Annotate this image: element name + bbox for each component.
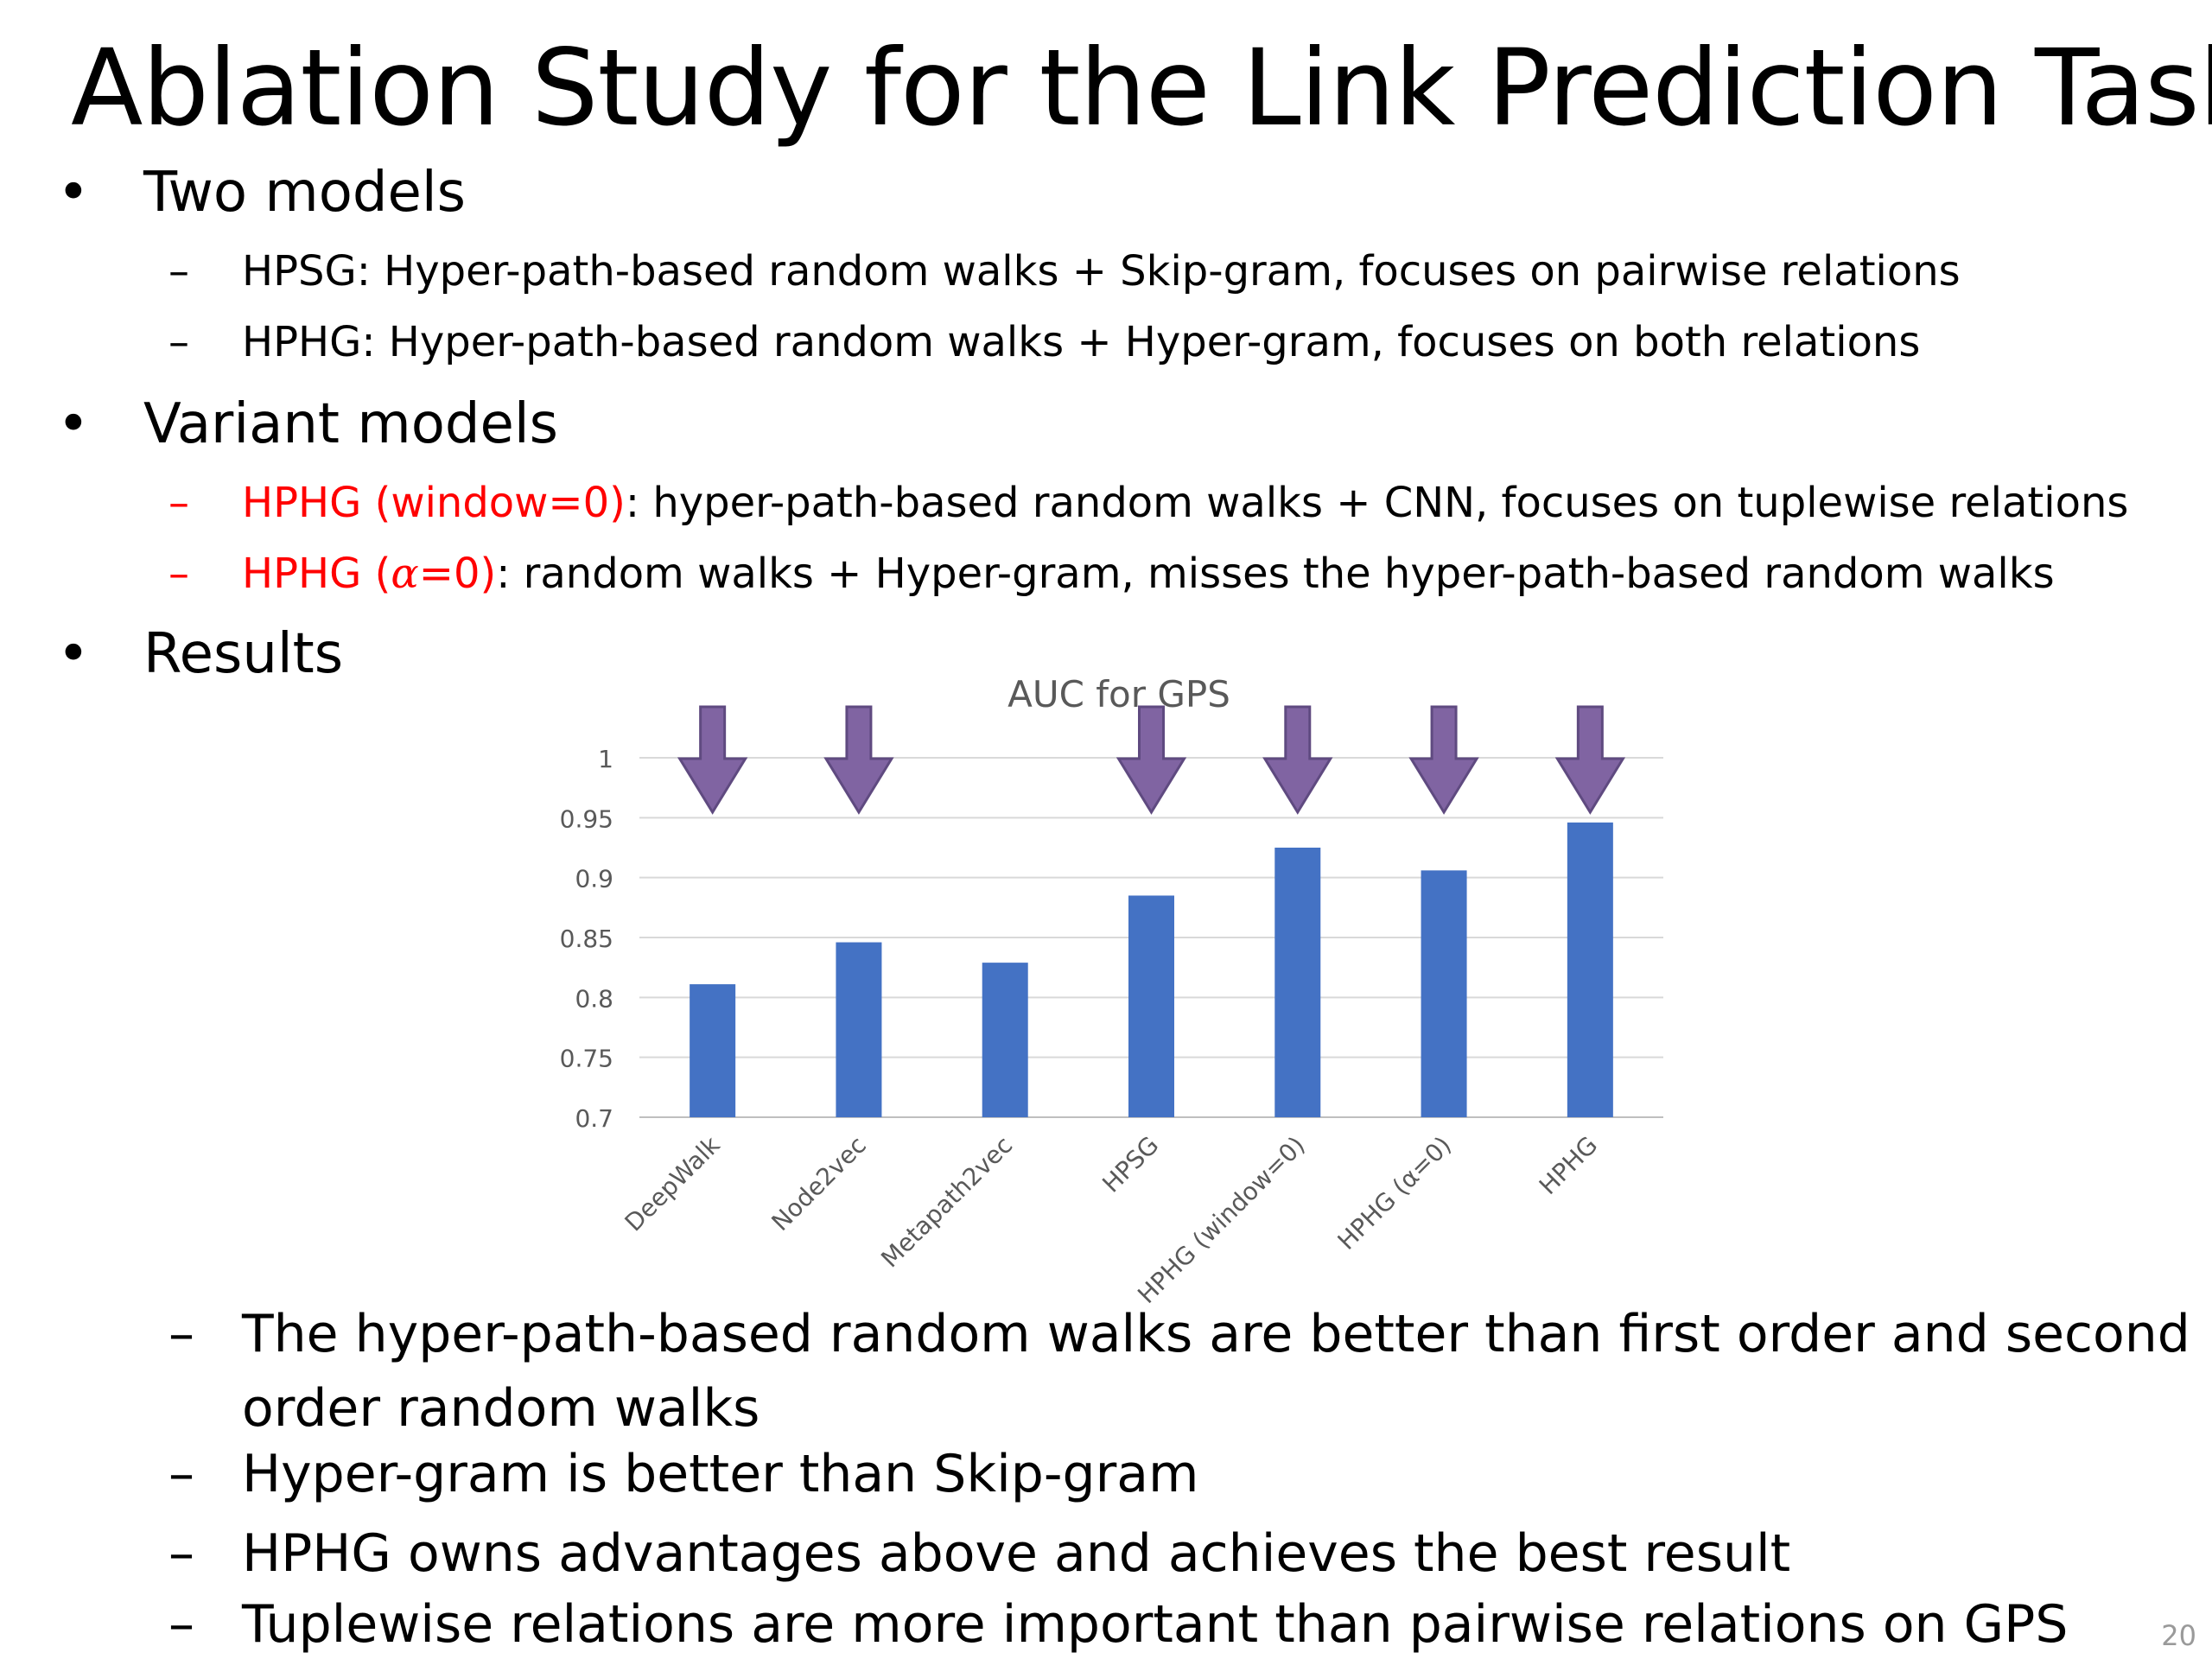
sub-bullet-alpha0: HPHG (α=0): random walks + Hyper-gram, m… (242, 548, 2055, 600)
variant-name-window0: HPHG (window=0) (242, 479, 626, 527)
y-tick-label: 1 (598, 745, 613, 773)
bullet-two-models: Two models (143, 161, 466, 225)
bar (836, 942, 882, 1117)
slide-number: 20 (2161, 1619, 2196, 1652)
chart-arrows (677, 705, 1626, 815)
dash-symbol: – (168, 1523, 194, 1584)
result-hyperpath: The hyper-path-based random walks are be… (242, 1304, 2190, 1364)
result-tuplewise: Tuplewise relations are more important t… (242, 1594, 2069, 1655)
down-arrow-icon (1554, 705, 1626, 815)
variant-desc-window0: : hyper-path-based random walks + CNN, f… (625, 479, 2129, 527)
down-arrow-icon (677, 705, 748, 815)
x-tick-label: HPHG (window=0) (1132, 1131, 1310, 1309)
y-tick-label: 0.7 (575, 1104, 613, 1133)
bullet-variant-models: Variant models (143, 392, 558, 456)
y-tick-label: 0.8 (575, 984, 613, 1013)
dash-symbol: – (168, 247, 189, 296)
alpha-symbol: α (391, 550, 419, 598)
x-tick-label: Node2vec (766, 1131, 871, 1236)
dash-symbol: – (168, 318, 189, 366)
chart-bars (690, 822, 1613, 1117)
bullet-symbol: • (57, 392, 90, 456)
y-tick-label: 0.95 (560, 804, 613, 833)
dash-symbol: – (168, 1444, 194, 1504)
dash-symbol: – (168, 1594, 194, 1655)
x-tick-label: DeepWalk (620, 1130, 726, 1236)
bar (1128, 895, 1174, 1117)
y-tick-label: 0.85 (560, 925, 613, 953)
x-tick-label: HPHG (1534, 1131, 1603, 1200)
dash-symbol: – (168, 479, 189, 527)
sub-bullet-window0: HPHG (window=0): hyper-path-based random… (242, 477, 2128, 529)
bullet-results: Results (143, 622, 344, 686)
sub-bullet-hphg: HPHG: Hyper-path-based random walks + Hy… (242, 318, 1921, 366)
result-hphg-best: HPHG owns advantages above and achieves … (242, 1523, 1791, 1584)
bar (1567, 822, 1613, 1117)
chart-title: AUC for GPS (1007, 673, 1230, 715)
sub-bullet-hpsg: HPSG: Hyper-path-based random walks + Sk… (242, 247, 1961, 296)
down-arrow-icon (1262, 705, 1333, 815)
bar (690, 984, 736, 1117)
result-hyperpath-cont: order random walks (242, 1378, 760, 1439)
down-arrow-icon (1116, 705, 1187, 815)
variant-name-part: =0) (418, 550, 497, 598)
variant-name-part: HPHG ( (242, 550, 391, 598)
bar (982, 963, 1028, 1117)
x-tick-label: HPSG (1096, 1131, 1164, 1198)
down-arrow-icon (1408, 705, 1479, 815)
bullet-symbol: • (57, 161, 90, 225)
y-tick-label: 0.9 (575, 865, 613, 893)
x-tick-label: Metapath2vec (875, 1131, 1018, 1274)
bar (1421, 870, 1467, 1117)
bullet-symbol: • (57, 622, 90, 686)
x-tick-label: HPHG (α=0) (1332, 1131, 1457, 1255)
result-hypergram: Hyper-gram is better than Skip-gram (242, 1444, 1199, 1504)
variant-desc-alpha0: : random walks + Hyper-gram, misses the … (496, 550, 2055, 598)
dash-symbol: – (168, 550, 189, 598)
variant-name-alpha0: HPHG (α=0) (242, 550, 496, 598)
dash-symbol: – (168, 1304, 194, 1364)
y-tick-label: 0.75 (560, 1045, 613, 1073)
slide-title: Ablation Study for the Link Prediction T… (71, 27, 2212, 149)
bar (1274, 848, 1321, 1117)
down-arrow-icon (823, 705, 894, 815)
